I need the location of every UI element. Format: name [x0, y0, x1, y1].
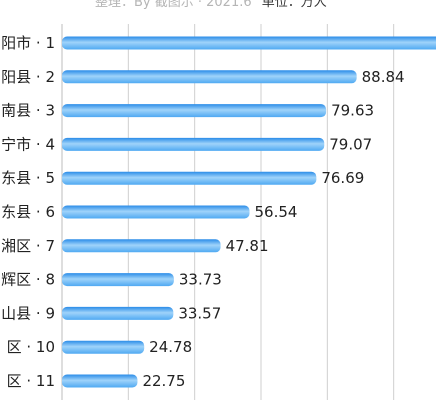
value-label: 33.57 — [178, 304, 221, 322]
category-label: 阳市 · 1 — [1, 34, 55, 52]
bar — [62, 70, 357, 84]
category-label: 东县 · 6 — [1, 203, 55, 221]
bar — [62, 374, 138, 388]
value-label: 47.81 — [226, 237, 269, 255]
value-label: 79.63 — [331, 102, 374, 120]
bar — [62, 36, 436, 50]
category-label: 宁市 · 4 — [1, 135, 55, 153]
value-label: 24.78 — [149, 338, 192, 356]
bar — [62, 205, 250, 219]
value-label: 56.54 — [255, 203, 298, 221]
category-label: 区 · 11 — [7, 372, 55, 390]
category-label: 阳县 · 2 — [1, 68, 55, 86]
chart-header: 整理：By 截图示 · 2021.6 单位：万人 — [95, 0, 327, 10]
bar — [62, 171, 317, 185]
bar — [62, 137, 325, 151]
category-label: 山县 · 9 — [1, 304, 55, 322]
category-label: 南县 · 3 — [1, 102, 55, 120]
bar — [62, 239, 221, 253]
value-label: 79.07 — [329, 135, 372, 153]
bar — [62, 306, 174, 320]
bar — [62, 273, 174, 287]
value-label: 88.84 — [362, 68, 405, 86]
category-label: 辉区 · 8 — [1, 271, 55, 289]
category-label: 区 · 10 — [7, 338, 55, 356]
unit-text: 单位：万人 — [261, 0, 327, 10]
bar — [62, 104, 327, 118]
value-label: 76.69 — [321, 169, 364, 187]
value-label: 22.75 — [142, 372, 185, 390]
source-text: 整理：By 截图示 · 2021.6 — [95, 0, 252, 10]
bar — [62, 340, 145, 354]
category-label: 东县 · 5 — [1, 169, 55, 187]
value-label: 33.73 — [179, 271, 222, 289]
category-label: 湘区 · 7 — [1, 237, 55, 255]
